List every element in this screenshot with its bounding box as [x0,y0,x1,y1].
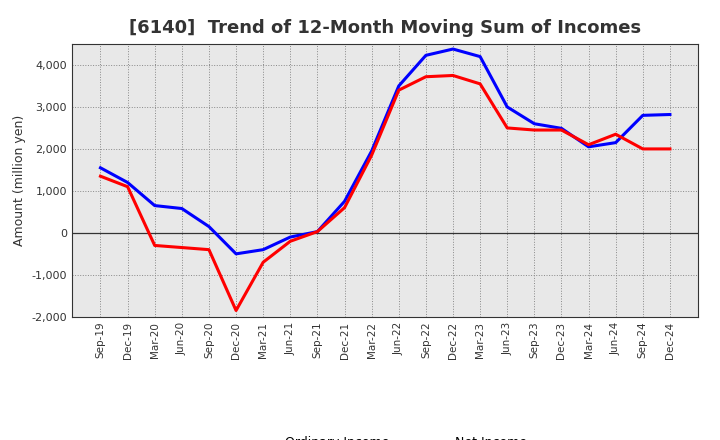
Net Income [421,74,430,79]
Ordinary Income [232,251,240,257]
Ordinary Income [476,54,485,59]
Ordinary Income [665,112,674,117]
Net Income [476,81,485,87]
Ordinary Income [341,199,349,204]
Net Income [96,173,105,179]
Net Income [584,142,593,147]
Net Income [313,229,322,234]
Net Income [530,128,539,133]
Ordinary Income [611,140,620,145]
Ordinary Income [313,229,322,234]
Line: Net Income: Net Income [101,76,670,311]
Ordinary Income [503,104,511,110]
Legend: Ordinary Income, Net Income: Ordinary Income, Net Income [238,431,532,440]
Net Income [232,308,240,313]
Ordinary Income [150,203,159,208]
Net Income [665,146,674,151]
Net Income [178,245,186,250]
Title: [6140]  Trend of 12-Month Moving Sum of Incomes: [6140] Trend of 12-Month Moving Sum of I… [129,19,642,37]
Net Income [286,238,294,244]
Net Income [204,247,213,252]
Net Income [150,243,159,248]
Ordinary Income [96,165,105,170]
Ordinary Income [123,180,132,185]
Line: Ordinary Income: Ordinary Income [101,49,670,254]
Ordinary Income [204,224,213,229]
Ordinary Income [584,144,593,150]
Ordinary Income [367,148,376,154]
Ordinary Income [259,247,268,252]
Net Income [611,132,620,137]
Net Income [123,184,132,189]
Net Income [259,260,268,265]
Net Income [503,125,511,131]
Ordinary Income [395,83,403,88]
Net Income [367,153,376,158]
Ordinary Income [421,53,430,58]
Ordinary Income [557,126,566,131]
Net Income [639,146,647,151]
Ordinary Income [639,113,647,118]
Y-axis label: Amount (million yen): Amount (million yen) [13,115,26,246]
Ordinary Income [530,121,539,126]
Net Income [557,128,566,133]
Net Income [449,73,457,78]
Ordinary Income [449,46,457,51]
Net Income [395,88,403,93]
Ordinary Income [178,206,186,211]
Ordinary Income [286,235,294,240]
Net Income [341,205,349,210]
